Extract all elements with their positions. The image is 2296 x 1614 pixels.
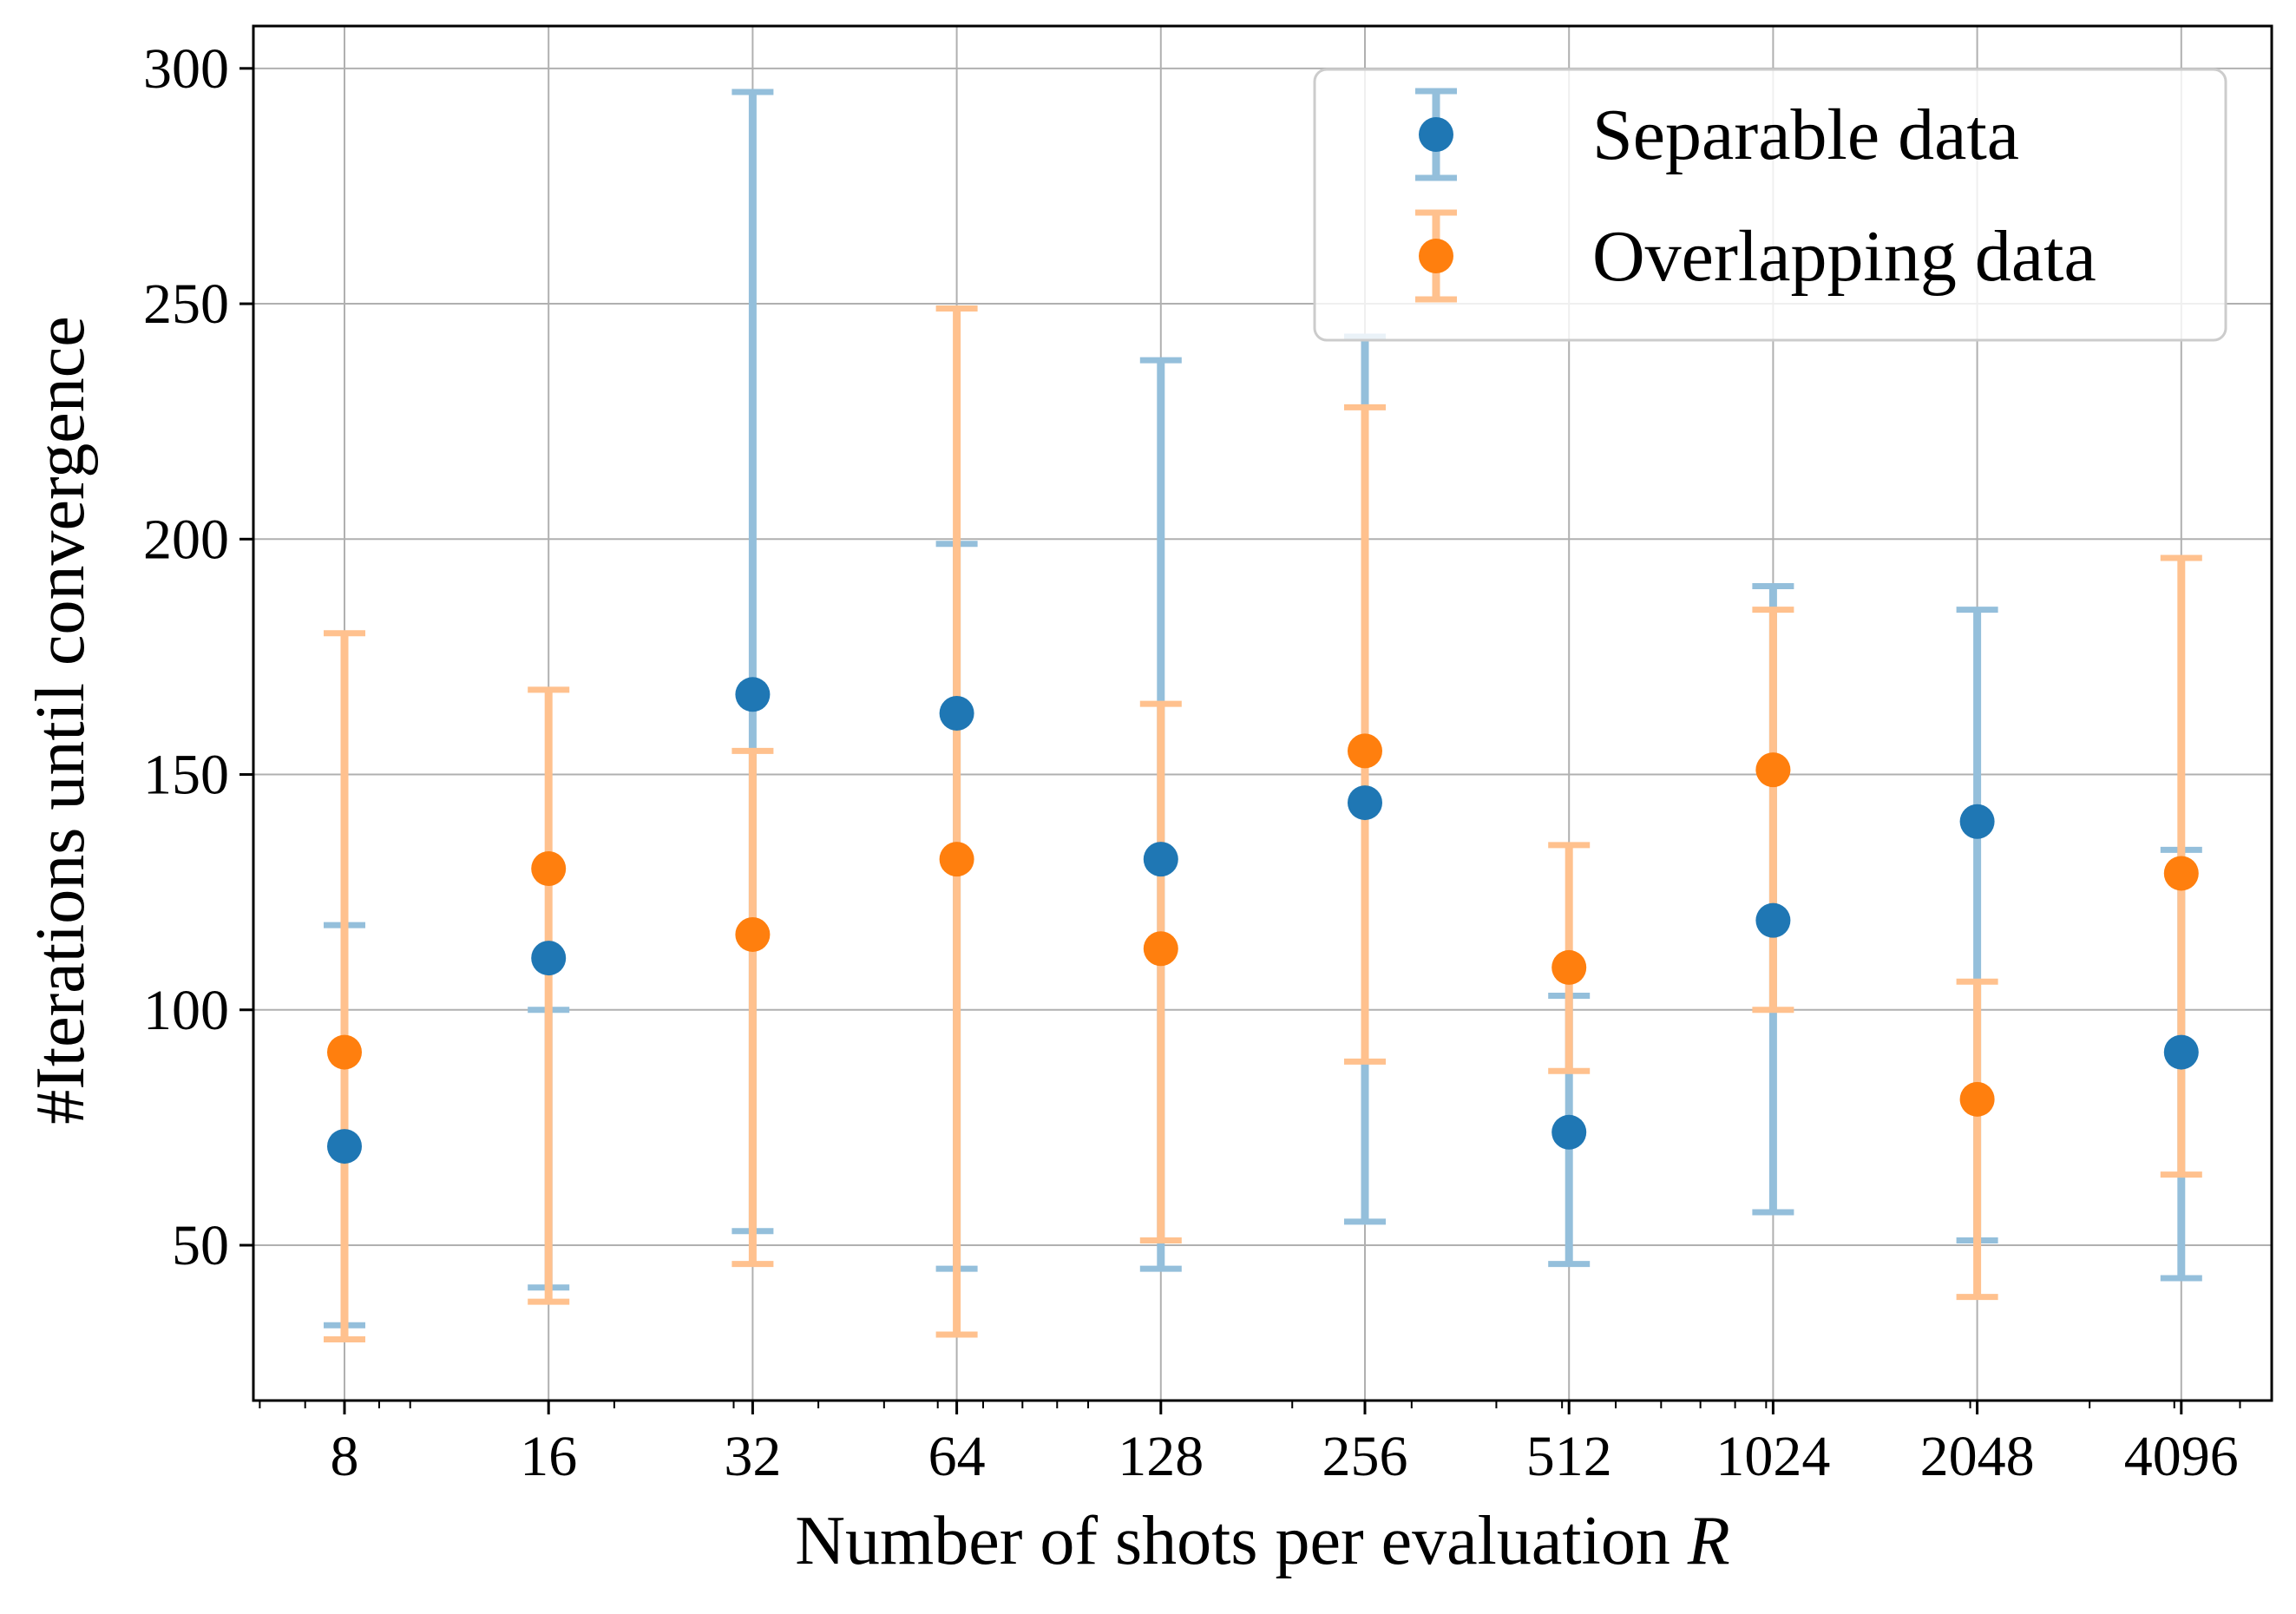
point-2048 bbox=[1959, 804, 1995, 839]
y-tick-label-50: 50 bbox=[172, 1214, 229, 1277]
point-8 bbox=[327, 1129, 362, 1165]
point-8 bbox=[327, 1034, 362, 1070]
x-tick-label-512: 512 bbox=[1526, 1425, 1612, 1488]
x-tick-label-1024: 1024 bbox=[1715, 1425, 1830, 1488]
point-256 bbox=[1348, 785, 1382, 821]
point-256 bbox=[1348, 733, 1382, 769]
x-tick-label-64: 64 bbox=[928, 1425, 986, 1488]
points-series-2 bbox=[327, 733, 2199, 1117]
y-tick-label-300: 300 bbox=[143, 37, 229, 101]
legend-item-2: Overlapping data bbox=[1415, 209, 2096, 303]
point-32 bbox=[735, 677, 771, 712]
legend-label: Separable data bbox=[1592, 95, 2019, 175]
x-axis-label: Number of shots per evaluation R bbox=[795, 1503, 1730, 1579]
point-16 bbox=[531, 851, 567, 887]
point-64 bbox=[939, 696, 974, 731]
plot-frame bbox=[252, 24, 2273, 1402]
x-tick-label-2048: 2048 bbox=[1920, 1425, 2035, 1488]
legend-label: Overlapping data bbox=[1592, 216, 2096, 297]
point-4096 bbox=[2163, 1034, 2199, 1070]
x-axis-label-variable: R bbox=[1687, 1503, 1730, 1579]
x-tick-label-16: 16 bbox=[520, 1425, 577, 1488]
data-points bbox=[327, 677, 2199, 1165]
point-512 bbox=[1551, 1114, 1587, 1150]
error-bars-series-2 bbox=[324, 305, 2202, 1342]
y-tick-label-150: 150 bbox=[143, 744, 229, 807]
point-64 bbox=[939, 842, 974, 877]
point-128 bbox=[1143, 931, 1178, 967]
point-1024 bbox=[1755, 902, 1791, 938]
legend-marker bbox=[1419, 117, 1453, 152]
x-tick-label-4096: 4096 bbox=[2124, 1425, 2239, 1488]
x-tick-label-8: 8 bbox=[331, 1425, 359, 1488]
y-axis-ticks: 50 100 150 200 250 300 bbox=[143, 37, 253, 1277]
y-tick-label-250: 250 bbox=[143, 272, 229, 336]
x-tick-label-32: 32 bbox=[724, 1425, 781, 1488]
legend: Separable data Overlapping data bbox=[1313, 68, 2227, 342]
x-axis-label-text: Number of shots per evaluation bbox=[795, 1503, 1688, 1579]
legend-box bbox=[1313, 68, 2227, 342]
point-16 bbox=[531, 941, 567, 976]
x-tick-label-128: 128 bbox=[1118, 1425, 1204, 1488]
point-128 bbox=[1143, 842, 1178, 877]
x-tick-label-256: 256 bbox=[1322, 1425, 1408, 1488]
point-32 bbox=[735, 916, 771, 952]
point-512 bbox=[1551, 949, 1587, 985]
y-axis-label: #Iterations until convergence bbox=[23, 316, 99, 1125]
point-4096 bbox=[2163, 856, 2199, 891]
x-axis-ticks: 8 16 32 64 128 256 512 1024 2048 4096 bbox=[259, 1401, 2241, 1488]
point-1024 bbox=[1755, 752, 1791, 788]
legend-item-1: Separable data bbox=[1415, 88, 2019, 181]
y-tick-label-100: 100 bbox=[143, 979, 229, 1042]
legend-marker bbox=[1419, 239, 1453, 273]
error-bars bbox=[324, 89, 2202, 1342]
y-tick-label-200: 200 bbox=[143, 508, 229, 571]
point-2048 bbox=[1959, 1081, 1995, 1117]
points-series-1 bbox=[327, 677, 2199, 1165]
